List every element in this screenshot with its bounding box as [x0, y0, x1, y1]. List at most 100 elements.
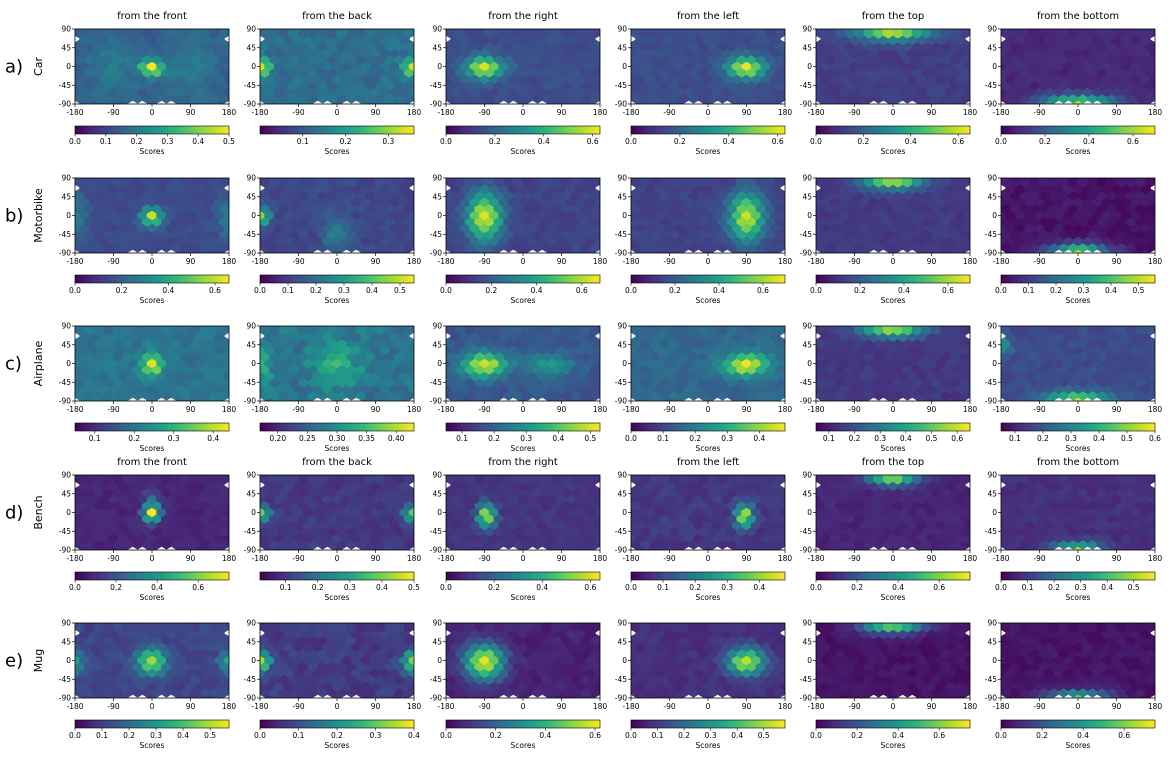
hex-bin — [669, 29, 680, 39]
hex-bin — [1010, 475, 1021, 485]
hex-bin — [161, 29, 172, 39]
y-tick-label: 0 — [437, 62, 442, 71]
row-letter: b) — [5, 206, 23, 227]
hex-bin — [474, 475, 485, 485]
hex-bin — [1048, 326, 1060, 336]
hex-bin — [209, 326, 220, 336]
hex-bin — [1001, 29, 1012, 39]
hex-bin — [863, 29, 875, 39]
y-tick-label: 0 — [622, 62, 627, 71]
hex-bin — [75, 178, 86, 188]
x-tick-label: 180 — [1148, 108, 1163, 117]
hex-bin — [326, 326, 338, 336]
x-tick-label: -90 — [107, 257, 119, 266]
hex-bin — [1135, 29, 1146, 39]
x-tick-label: 180 — [778, 108, 793, 117]
colorbar — [815, 274, 971, 284]
x-tick-label: -180 — [807, 108, 824, 117]
y-tick-label: 45 — [617, 192, 627, 201]
hex-bin — [122, 178, 134, 188]
x-tick-label: -90 — [478, 405, 490, 414]
hex-bin — [307, 178, 319, 188]
y-tick-label: 45 — [432, 43, 442, 52]
colorbar-label: Scores — [1066, 147, 1091, 156]
y-tick-label: -90 — [59, 546, 71, 555]
x-tick-label: 0 — [1076, 405, 1081, 414]
hex-bin — [346, 475, 357, 485]
hex-bin — [103, 29, 114, 39]
y-tick-label: 45 — [617, 43, 627, 52]
hex-bin — [561, 29, 572, 39]
colorbar-tick-label: 0.3 — [1065, 434, 1077, 443]
x-tick-label: 0 — [891, 257, 896, 266]
x-tick-label: -180 — [437, 108, 454, 117]
colorbar-tick-label: 0.4 — [1105, 286, 1117, 295]
hex-bin — [659, 29, 670, 39]
colorbar — [445, 571, 601, 581]
hex-bin — [561, 326, 572, 336]
hex-bin — [1019, 475, 1031, 485]
x-tick-label: 0 — [891, 554, 896, 563]
hex-bin — [84, 475, 95, 485]
y-tick-label: -45 — [800, 230, 812, 239]
hex-bin — [403, 475, 414, 485]
y-tick-label: 45 — [246, 192, 256, 201]
hex-bin — [113, 178, 124, 188]
row-letter: d) — [5, 503, 23, 524]
y-tick-label: -90 — [59, 100, 71, 109]
hex-bin — [717, 475, 728, 485]
y-tick-label: 90 — [617, 471, 627, 480]
hex-bin — [365, 326, 376, 336]
hex-bin — [551, 326, 562, 336]
hex-bin — [1067, 326, 1079, 336]
hex-bin — [384, 326, 396, 336]
y-tick-label: -90 — [615, 100, 627, 109]
colorbar-label: Scores — [140, 147, 165, 156]
hex-bin — [474, 29, 485, 39]
hex-bin — [326, 29, 338, 39]
hex-bin — [950, 326, 961, 336]
colorbar — [74, 571, 230, 581]
column-title: from the right — [488, 11, 558, 22]
hex-bin — [218, 326, 229, 336]
hex-bin — [688, 178, 699, 188]
colorbar-tick-label: 0.0 — [625, 137, 637, 146]
hex-bin — [278, 475, 290, 485]
x-tick-label: 180 — [407, 405, 422, 414]
row-letter: c) — [5, 354, 22, 375]
colorbar-tick-label: 0.2 — [340, 137, 352, 146]
hex-bin — [317, 178, 328, 188]
hex-bin — [512, 326, 524, 336]
hex-bin — [873, 475, 884, 485]
y-tick-label: -90 — [59, 397, 71, 406]
hex-bin — [298, 326, 309, 336]
hex-bin — [199, 326, 211, 336]
hex-bin — [746, 326, 757, 336]
colorbar-tick-label: 0.4 — [366, 286, 378, 295]
hex-bin — [190, 29, 201, 39]
x-tick-label: 90 — [557, 554, 567, 563]
hex-bin — [678, 326, 690, 336]
x-tick-label: -180 — [622, 108, 639, 117]
hex-bin — [161, 178, 172, 188]
colorbar-tick-label: 0.3 — [520, 434, 532, 443]
hex-bin — [664, 394, 675, 401]
x-tick-label: 180 — [963, 405, 978, 414]
y-tick-label: 45 — [802, 489, 812, 498]
x-tick-label: -180 — [622, 405, 639, 414]
hex-bin — [1144, 29, 1155, 39]
hex-bin — [755, 178, 767, 188]
x-tick-label: 90 — [1112, 257, 1122, 266]
hex-bin — [717, 326, 728, 336]
colorbar-label: Scores — [511, 296, 536, 305]
hex-bin — [331, 394, 343, 401]
hex-bin — [84, 178, 95, 188]
hex-bin — [1144, 178, 1155, 188]
hex-bin — [1029, 475, 1040, 485]
hex-bin — [273, 246, 285, 253]
hex-bin — [298, 29, 309, 39]
colorbar-label: Scores — [1066, 444, 1091, 453]
colorbar-tick-label: 0.0 — [440, 137, 452, 146]
